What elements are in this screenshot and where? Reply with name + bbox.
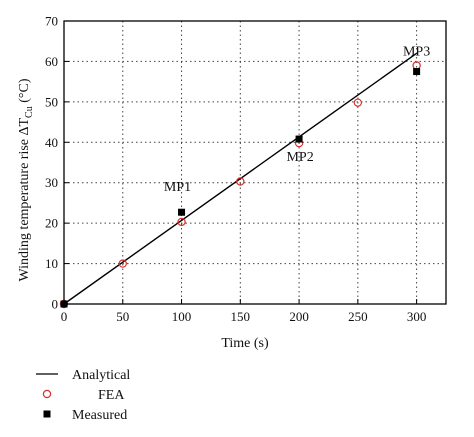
- data-point-fea: [353, 98, 363, 107]
- y-tick-label: 50: [45, 94, 58, 109]
- x-tick-label: 100: [172, 309, 192, 324]
- grid: [64, 21, 446, 304]
- data-point-measured: [413, 68, 421, 76]
- y-axis-label-unit: (°C): [17, 78, 32, 106]
- y-tick-label: 0: [52, 297, 59, 312]
- legend-label-measured: Measured: [72, 408, 127, 423]
- x-tick-label: 150: [231, 309, 251, 324]
- data-point-fea: [236, 177, 245, 186]
- annotation-mp2: MP2: [286, 150, 313, 165]
- y-tick-label: 60: [45, 54, 58, 69]
- plot-frame: [63, 20, 447, 305]
- data-point-measured: [178, 208, 186, 216]
- legend: Analytical FEA Measured: [36, 368, 130, 423]
- x-tick-label: 300: [407, 309, 427, 324]
- y-tick-label: 40: [45, 135, 58, 150]
- y-axis-label: Winding temperature rise ΔTCu (°C): [17, 78, 35, 281]
- series-line-analytical: [63, 52, 418, 305]
- legend-square-swatch: [43, 410, 51, 418]
- annotations: MP1 MP2 MP3: [164, 45, 430, 196]
- y-tick-label: 30: [45, 175, 58, 190]
- legend-label-fea: FEA: [98, 388, 125, 403]
- data-point-fea: [177, 217, 186, 227]
- x-tick-label: 50: [116, 309, 129, 324]
- y-tick-label: 10: [45, 256, 58, 271]
- legend-item-analytical: Analytical: [36, 368, 130, 383]
- legend-item-fea: FEA: [42, 388, 125, 403]
- x-axis-label: Time (s): [221, 336, 269, 351]
- legend-item-measured: Measured: [43, 408, 127, 423]
- y-tick-label: 20: [45, 216, 58, 231]
- x-tick-label: 0: [61, 309, 68, 324]
- legend-label-analytical: Analytical: [72, 368, 130, 383]
- annotation-mp1: MP1: [164, 180, 191, 195]
- y-axis-label-main: Winding temperature rise ΔT: [17, 118, 32, 282]
- y-tick-label: 70: [45, 14, 58, 29]
- y-axis-label-subscript: Cu: [24, 106, 35, 118]
- axis-ticks: 0 50 100 150 200 250 300 0 10 20 30 40 50 60 70: [45, 14, 426, 325]
- legend-circle-swatch: [42, 389, 52, 399]
- data-point-measured: [295, 135, 303, 143]
- x-tick-label: 250: [348, 309, 368, 324]
- annotation-mp3: MP3: [403, 45, 430, 60]
- x-tick-label: 200: [289, 309, 309, 324]
- data-point-fea: [118, 259, 127, 268]
